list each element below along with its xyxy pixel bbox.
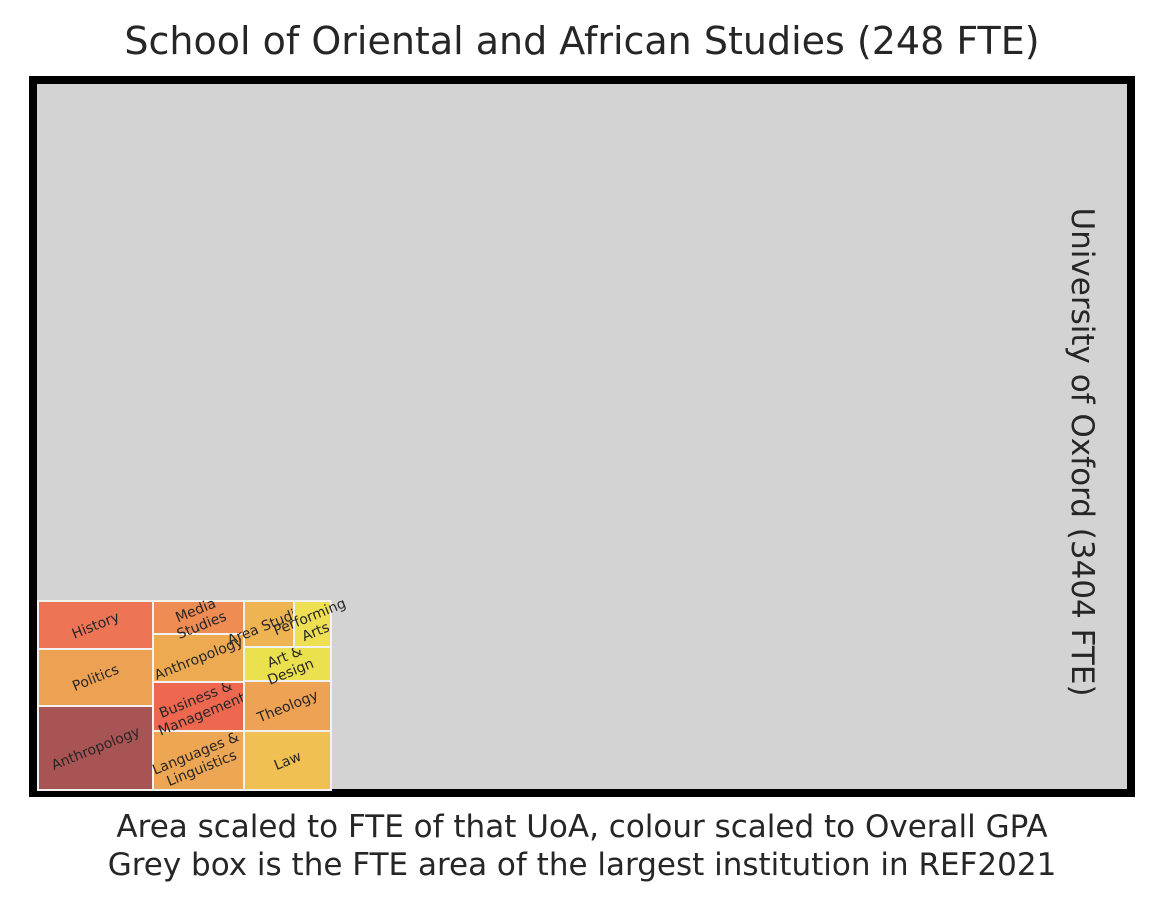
chart-title: School of Oriental and African Studies (… bbox=[124, 19, 1040, 63]
treemap-cell: Business &Management bbox=[152, 678, 248, 739]
treemap-cell: Theology bbox=[243, 680, 332, 732]
treemap-cell: MediaStudies bbox=[152, 596, 245, 643]
treemap-cell: Languages &Linguistics bbox=[150, 729, 245, 791]
treemap-cell-rect bbox=[243, 730, 332, 791]
treemap-cell: Anthropology bbox=[37, 705, 154, 791]
treemap-cell-rect bbox=[37, 600, 154, 650]
treemap-cell: Law bbox=[243, 730, 332, 791]
treemap-cell-rect bbox=[293, 600, 332, 648]
treemap-cell-rect bbox=[152, 600, 245, 635]
treemap-cell-rect bbox=[243, 680, 332, 732]
caption: Area scaled to FTE of that UoA, colour s… bbox=[0, 808, 1164, 884]
treemap-cell: Anthropology bbox=[152, 633, 245, 684]
treemap-cell: Politics bbox=[37, 648, 154, 707]
caption-line-2: Grey box is the FTE area of the largest … bbox=[107, 847, 1057, 883]
caption-line-1: Area scaled to FTE of that UoA, colour s… bbox=[116, 809, 1048, 845]
treemap-cell-rect bbox=[152, 681, 245, 732]
treemap-cell-rect bbox=[152, 730, 245, 791]
treemap-cell: History bbox=[37, 600, 154, 650]
treemap-cell-rect bbox=[243, 646, 332, 682]
reference-label: University of Oxford (3404 FTE) bbox=[1064, 207, 1100, 696]
treemap-cell: Art &Design bbox=[243, 643, 332, 689]
